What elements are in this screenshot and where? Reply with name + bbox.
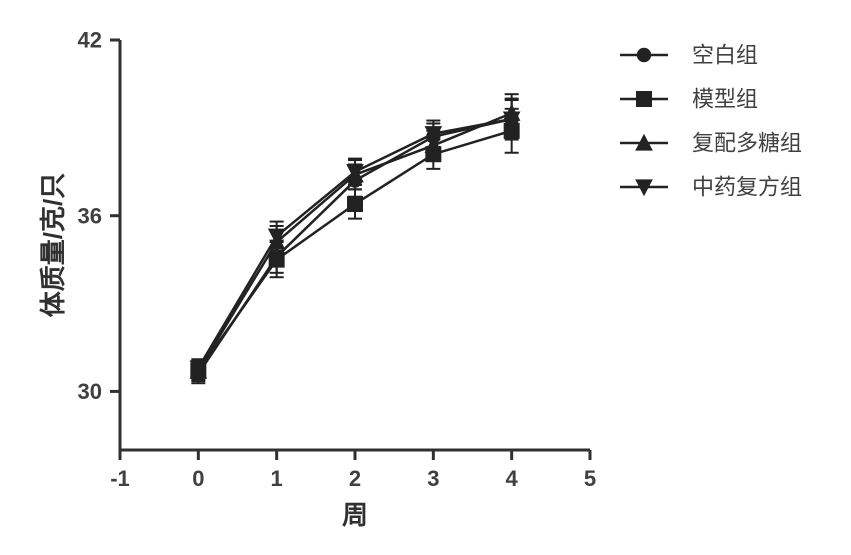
svg-text:-1: -1 <box>110 466 130 491</box>
svg-text:2: 2 <box>349 466 361 491</box>
svg-text:42: 42 <box>78 28 102 53</box>
x-axis-label: 周 <box>342 500 368 530</box>
svg-text:36: 36 <box>78 203 102 228</box>
svg-text:3: 3 <box>427 466 439 491</box>
legend-label: 中药复方组 <box>692 175 802 200</box>
y-axis-label: 体质量/克/只 <box>38 173 68 317</box>
svg-text:5: 5 <box>584 466 596 491</box>
svg-text:0: 0 <box>192 466 204 491</box>
svg-text:30: 30 <box>78 379 102 404</box>
chart-container: -1 0 1 2 3 4 5 30 36 42 周 体质量/克/只 空白组模型组复配多糖组中药复方组 <box>0 0 851 555</box>
legend-label: 复配多糖组 <box>692 131 802 156</box>
legend-label: 模型组 <box>692 87 758 112</box>
svg-text:4: 4 <box>506 466 519 491</box>
legend-label: 空白组 <box>692 43 758 68</box>
svg-text:1: 1 <box>271 466 283 491</box>
line-chart: -1 0 1 2 3 4 5 30 36 42 周 体质量/克/只 空白组模型组复配多糖组中药复方组 <box>0 0 851 555</box>
